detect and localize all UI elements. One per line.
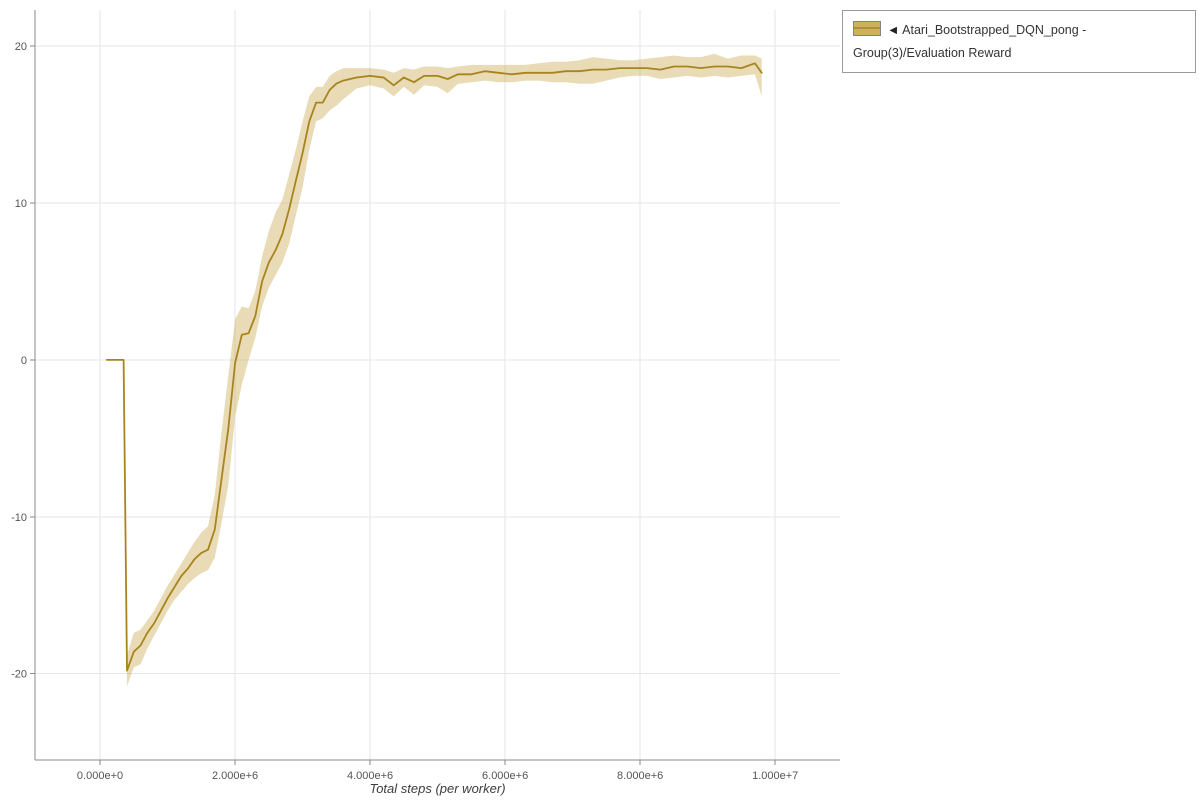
x-axis-title: Total steps (per worker): [369, 781, 506, 796]
svg-text:0: 0: [21, 355, 27, 367]
svg-text:1.000e+7: 1.000e+7: [752, 770, 798, 782]
grid-layer: [35, 10, 840, 760]
svg-text:-10: -10: [11, 512, 27, 524]
mean-line: [105, 62, 763, 672]
line-layer: [105, 62, 763, 672]
axis-layer: [30, 10, 840, 765]
band-layer: [106, 53, 762, 687]
svg-text:8.000e+6: 8.000e+6: [617, 770, 663, 782]
legend-direction-icon: ◄: [887, 23, 900, 37]
svg-text:2.000e+6: 2.000e+6: [212, 770, 258, 782]
svg-text:4.000e+6: 4.000e+6: [347, 770, 393, 782]
tick-label-layer: 0.000e+0 2.000e+6 4.000e+6 6.000e+6 8.000e+6…: [11, 41, 798, 782]
legend-series-swatch: [853, 21, 881, 36]
legend-line-sample: [854, 27, 880, 29]
svg-text:-20: -20: [11, 669, 27, 681]
svg-text:6.000e+6: 6.000e+6: [482, 770, 528, 782]
confidence-band: [106, 53, 762, 687]
svg-text:0.000e+0: 0.000e+0: [77, 770, 123, 782]
legend-series-label: Atari_Bootstrapped_DQN_pong - Group(3)/E…: [853, 23, 1087, 60]
svg-text:10: 10: [15, 198, 27, 210]
svg-text:20: 20: [15, 41, 27, 53]
legend[interactable]: ◄ Atari_Bootstrapped_DQN_pong - Group(3)…: [842, 10, 1196, 73]
